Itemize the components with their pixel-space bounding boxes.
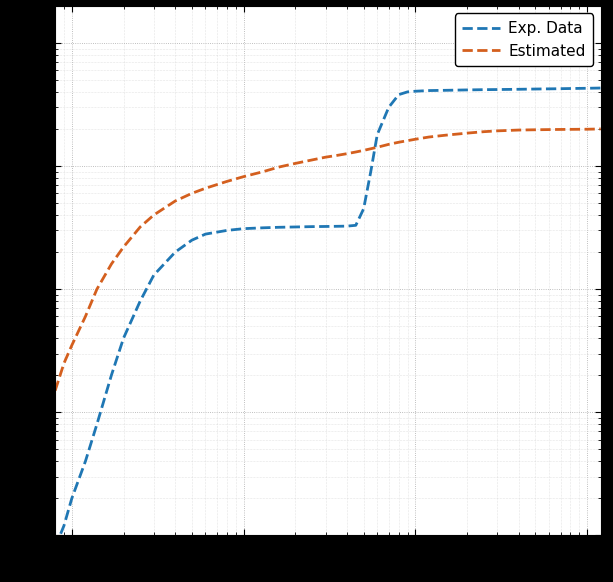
Exp. Data — [425, 87, 433, 94]
Exp. Data — [60, 522, 67, 529]
Exp. Data — [150, 272, 158, 279]
Exp. Data — [108, 372, 115, 379]
Estimated — [463, 130, 471, 137]
Estimated — [412, 136, 419, 143]
Exp. Data — [442, 87, 449, 94]
Line: Exp. Data: Exp. Data — [55, 88, 601, 548]
Exp. Data — [531, 86, 539, 93]
Estimated — [531, 126, 539, 133]
Exp. Data — [51, 544, 59, 551]
Estimated — [584, 126, 591, 133]
Estimated — [322, 154, 329, 161]
Exp. Data — [240, 225, 247, 232]
Estimated — [480, 128, 487, 135]
Estimated — [308, 157, 316, 164]
Line: Estimated: Estimated — [55, 129, 601, 391]
Estimated — [68, 342, 75, 349]
Exp. Data — [463, 87, 471, 94]
Estimated — [395, 139, 402, 146]
Estimated — [567, 126, 574, 133]
Estimated — [551, 126, 558, 133]
Exp. Data — [493, 86, 501, 93]
Exp. Data — [412, 88, 419, 95]
Estimated — [425, 133, 433, 140]
Exp. Data — [275, 224, 283, 231]
Estimated — [188, 190, 196, 197]
Estimated — [240, 173, 247, 180]
Estimated — [60, 360, 67, 367]
Exp. Data — [188, 237, 196, 244]
Exp. Data — [480, 86, 487, 93]
Exp. Data — [333, 223, 341, 230]
Estimated — [172, 197, 179, 204]
Estimated — [93, 286, 101, 293]
Estimated — [352, 148, 359, 155]
Estimated — [108, 261, 115, 268]
Exp. Data — [373, 131, 381, 138]
Estimated — [373, 144, 381, 151]
Estimated — [442, 132, 449, 139]
Estimated — [150, 211, 158, 218]
Estimated — [385, 141, 392, 148]
Estimated — [223, 178, 230, 185]
Exp. Data — [172, 249, 179, 255]
Estimated — [597, 126, 604, 133]
Estimated — [202, 184, 209, 191]
Estimated — [343, 150, 351, 157]
Exp. Data — [567, 85, 574, 92]
Exp. Data — [292, 223, 299, 230]
Estimated — [360, 147, 367, 154]
Exp. Data — [322, 223, 329, 230]
Estimated — [137, 223, 144, 230]
Estimated — [493, 127, 501, 134]
Exp. Data — [202, 230, 209, 237]
Exp. Data — [404, 88, 411, 95]
Exp. Data — [360, 205, 367, 212]
Exp. Data — [515, 86, 522, 93]
Estimated — [275, 164, 283, 171]
Exp. Data — [343, 223, 351, 230]
Exp. Data — [385, 104, 392, 111]
Legend: Exp. Data, Estimated: Exp. Data, Estimated — [455, 13, 593, 66]
Estimated — [515, 126, 522, 133]
Exp. Data — [308, 223, 316, 230]
Exp. Data — [68, 495, 75, 502]
Exp. Data — [223, 227, 230, 234]
Estimated — [333, 152, 341, 159]
Estimated — [292, 160, 299, 167]
Exp. Data — [137, 297, 144, 304]
Exp. Data — [584, 85, 591, 92]
Exp. Data — [551, 86, 558, 93]
Exp. Data — [597, 84, 604, 91]
Estimated — [259, 168, 267, 175]
Estimated — [51, 387, 59, 394]
Exp. Data — [395, 91, 402, 98]
Exp. Data — [367, 168, 375, 175]
Exp. Data — [120, 335, 128, 342]
Estimated — [120, 243, 128, 250]
Exp. Data — [93, 421, 101, 428]
Exp. Data — [352, 222, 359, 229]
Exp. Data — [259, 224, 267, 231]
Exp. Data — [82, 458, 89, 465]
Estimated — [82, 313, 89, 320]
